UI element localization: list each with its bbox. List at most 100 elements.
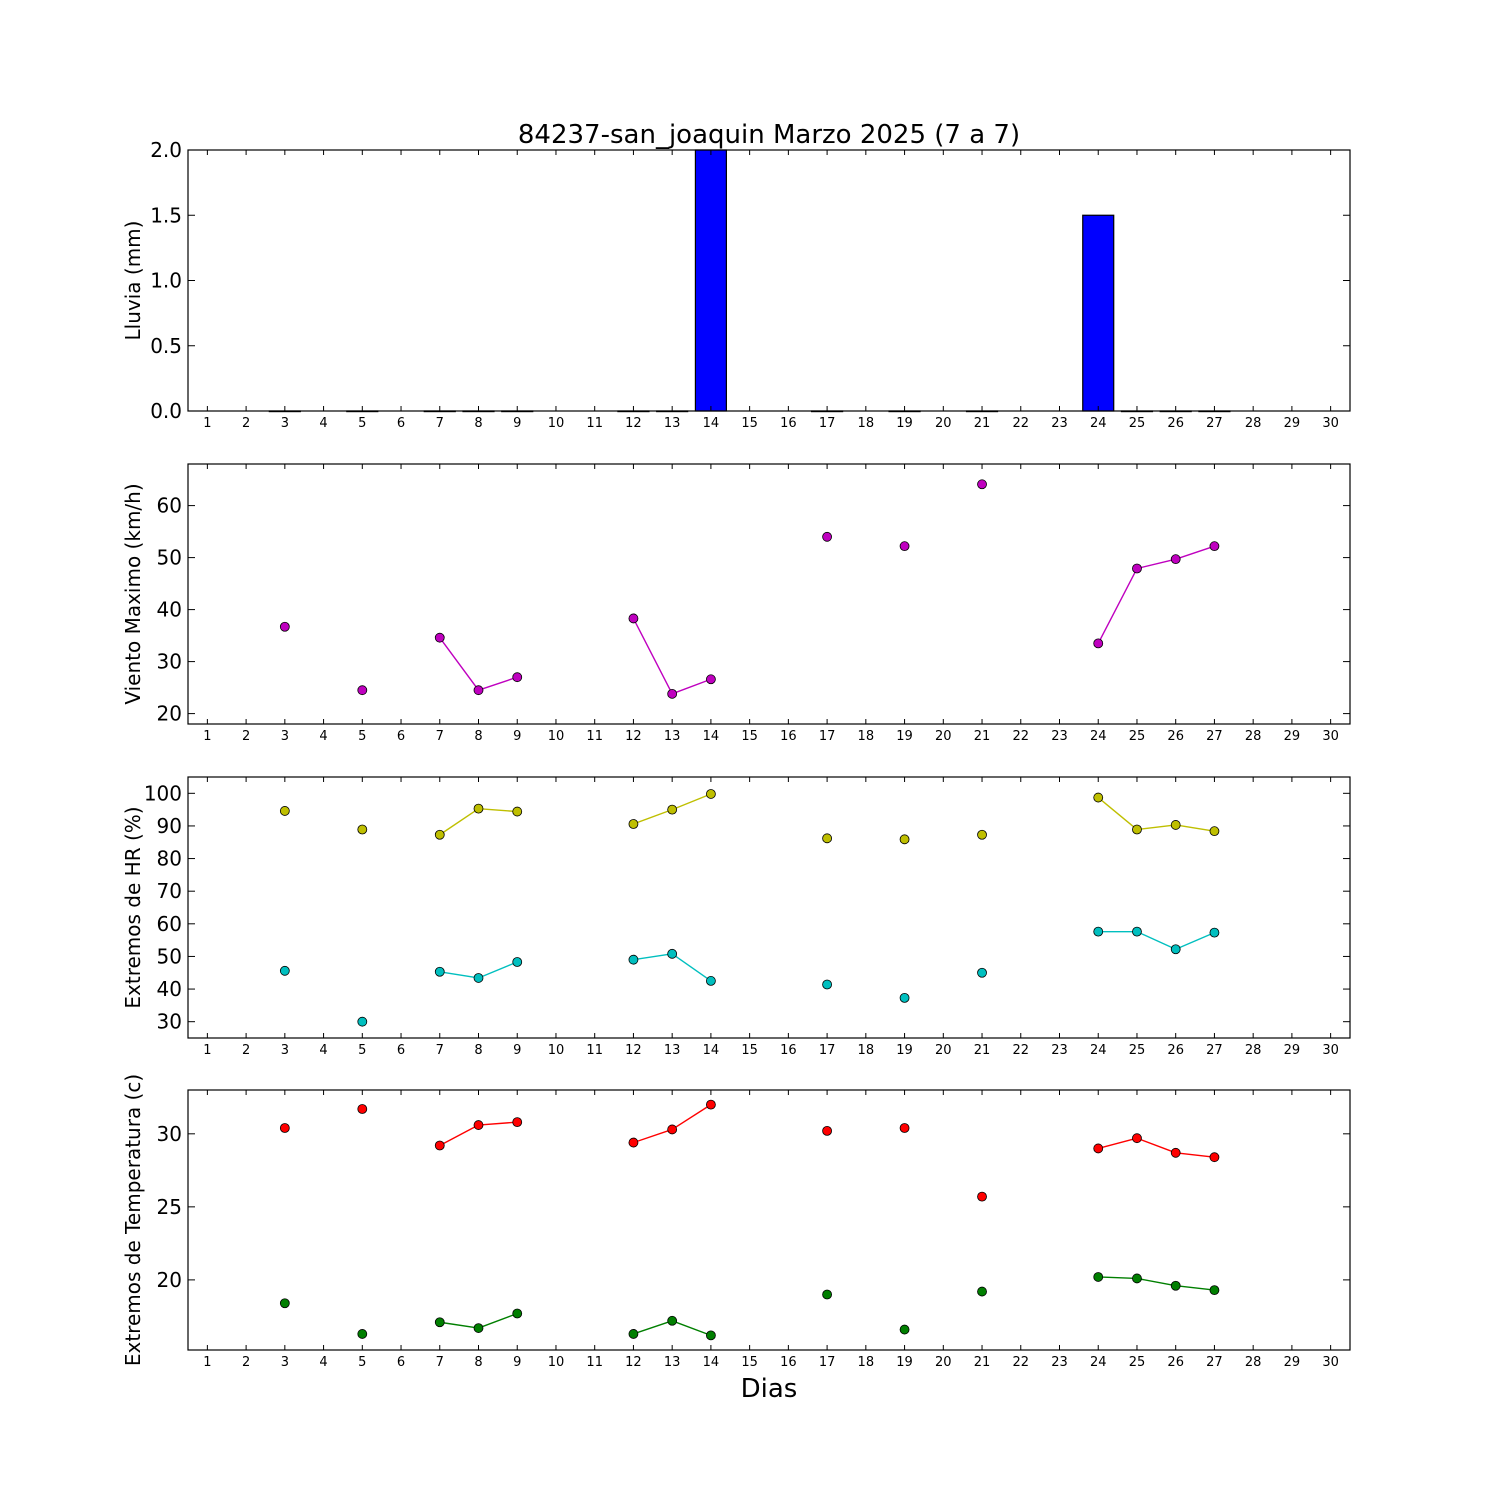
x-tick-label: 2 — [242, 416, 250, 431]
x-tick-label: 10 — [548, 1043, 565, 1058]
x-tick-label: 30 — [1322, 1043, 1339, 1058]
x-tick-label: 23 — [1051, 1043, 1068, 1058]
x-tick-label: 10 — [548, 416, 565, 431]
x-tick-label: 21 — [974, 1043, 991, 1058]
series-2-point-day-26 — [1170, 1280, 1181, 1291]
series-1-point-day-8 — [473, 803, 484, 814]
series-1-point-day-17 — [822, 833, 832, 844]
series-1-point-day-19 — [899, 541, 910, 552]
x-tick-label: 27 — [1206, 729, 1223, 744]
series-1-point-day-24 — [1093, 792, 1104, 803]
x-tick-label: 15 — [741, 1043, 758, 1058]
y-tick-label: 80 — [157, 847, 182, 871]
x-tick-label: 3 — [281, 729, 289, 744]
x-tick-label: 13 — [664, 416, 681, 431]
x-tick-label: 28 — [1245, 729, 1262, 744]
series-1-point-day-26 — [1170, 1147, 1181, 1158]
x-tick-label: 29 — [1284, 416, 1301, 431]
y-tick-label: 1.0 — [150, 269, 182, 293]
y-axis-label: Extremos de Temperatura (c) — [121, 1074, 145, 1366]
x-tick-label: 27 — [1206, 416, 1223, 431]
x-tick-label: 8 — [474, 1355, 482, 1370]
x-tick-label: 2 — [242, 1355, 250, 1370]
x-tick-label: 14 — [703, 1043, 720, 1058]
series-2-point-day-9 — [512, 957, 523, 967]
series-1-point-day-17 — [822, 1125, 832, 1136]
series-1-point-day-25 — [1132, 824, 1142, 835]
x-tick-label: 30 — [1322, 1355, 1339, 1370]
x-tick-label: 12 — [625, 729, 642, 744]
x-tick-label: 29 — [1284, 729, 1301, 744]
y-tick-label: 0.5 — [150, 334, 182, 358]
series-2-point-day-5 — [357, 1016, 368, 1027]
x-tick-label: 8 — [474, 416, 482, 431]
series-2-segment — [671, 1320, 712, 1337]
y-tick-label: 30 — [157, 1122, 182, 1146]
x-tick-label: 20 — [935, 729, 952, 744]
series-1-point-day-7 — [434, 632, 445, 643]
x-tick-label: 21 — [974, 1355, 991, 1370]
x-tick-label: 14 — [703, 1355, 720, 1370]
series-1-point-day-13 — [667, 688, 678, 699]
x-tick-label: 1 — [203, 729, 211, 744]
x-tick-label: 1 — [203, 416, 211, 431]
x-tick-label: 6 — [397, 1355, 405, 1370]
x-tick-label: 15 — [741, 416, 758, 431]
series-2-point-day-12 — [628, 954, 639, 965]
series-1-segment — [1175, 545, 1215, 560]
x-tick-label: 22 — [1012, 1043, 1029, 1058]
x-tick-label: 3 — [281, 416, 289, 431]
x-tick-label: 13 — [664, 1043, 681, 1058]
y-tick-label: 50 — [157, 546, 182, 570]
series-2-point-day-17 — [822, 1289, 832, 1300]
series-1-segment — [478, 676, 518, 691]
y-tick-label: 2.0 — [150, 138, 182, 162]
x-tick-label: 27 — [1206, 1355, 1223, 1370]
x-tick-label: 11 — [586, 1043, 603, 1058]
series-2-point-day-12 — [628, 1329, 639, 1339]
series-1-point-day-12 — [628, 613, 639, 624]
x-tick-label: 17 — [819, 729, 836, 744]
y-tick-label: 50 — [157, 944, 182, 968]
series-2-point-day-25 — [1132, 1273, 1142, 1284]
series-1-point-day-7 — [434, 1140, 445, 1151]
x-tick-label: 9 — [513, 1043, 521, 1058]
series-2-point-day-8 — [473, 1323, 484, 1333]
x-tick-label: 6 — [397, 729, 405, 744]
x-tick-label: 20 — [935, 1355, 952, 1370]
x-tick-label: 9 — [513, 1355, 521, 1370]
x-tick-label: 12 — [625, 1043, 642, 1058]
x-tick-label: 8 — [474, 729, 482, 744]
x-tick-label: 28 — [1245, 1355, 1262, 1370]
x-tick-label: 24 — [1090, 1355, 1107, 1370]
x-tick-label: 25 — [1129, 729, 1146, 744]
series-1-segment — [478, 1121, 518, 1126]
series-2-point-day-9 — [512, 1308, 523, 1319]
series-1-point-day-5 — [357, 685, 368, 696]
series-2-point-day-5 — [357, 1329, 368, 1339]
y-tick-label: 70 — [157, 879, 182, 903]
x-tick-label: 19 — [896, 1043, 913, 1058]
series-1-segment — [671, 793, 712, 811]
x-tick-label: 2 — [242, 729, 250, 744]
series-2-point-day-14 — [706, 976, 716, 986]
series-1-segment — [1097, 797, 1138, 831]
x-tick-label: 24 — [1090, 1043, 1107, 1058]
x-tick-label: 17 — [819, 1355, 836, 1370]
y-tick-label: 25 — [157, 1195, 182, 1219]
series-2-point-day-19 — [899, 1324, 910, 1335]
series-1-segment — [1136, 558, 1176, 570]
x-tick-label: 28 — [1245, 416, 1262, 431]
series-1-point-day-27 — [1209, 826, 1220, 837]
series-1-point-day-26 — [1170, 554, 1181, 565]
x-tick-label: 26 — [1167, 1043, 1184, 1058]
axes-frame — [187, 1089, 1351, 1351]
x-tick-label: 30 — [1322, 416, 1339, 431]
x-tick-label: 21 — [974, 729, 991, 744]
series-1-point-day-26 — [1170, 820, 1181, 830]
y-tick-label: 0.0 — [150, 399, 182, 423]
series-1-point-day-19 — [899, 1123, 910, 1133]
series-1-point-day-9 — [512, 806, 523, 817]
